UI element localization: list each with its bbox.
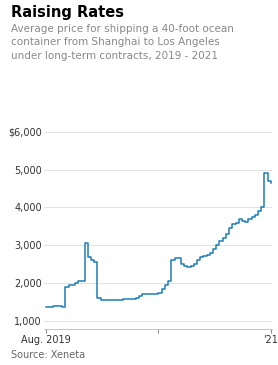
Text: Average price for shipping a 40-foot ocean
container from Shanghai to Los Angele: Average price for shipping a 40-foot oce… [11, 24, 234, 61]
Text: Raising Rates: Raising Rates [11, 5, 124, 20]
Text: Source: Xeneta: Source: Xeneta [11, 350, 85, 360]
